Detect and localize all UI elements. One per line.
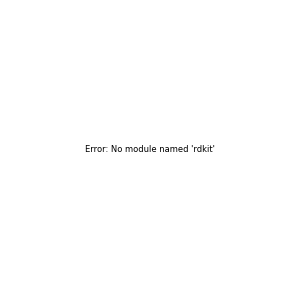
Text: Error: No module named 'rdkit': Error: No module named 'rdkit' (85, 146, 215, 154)
